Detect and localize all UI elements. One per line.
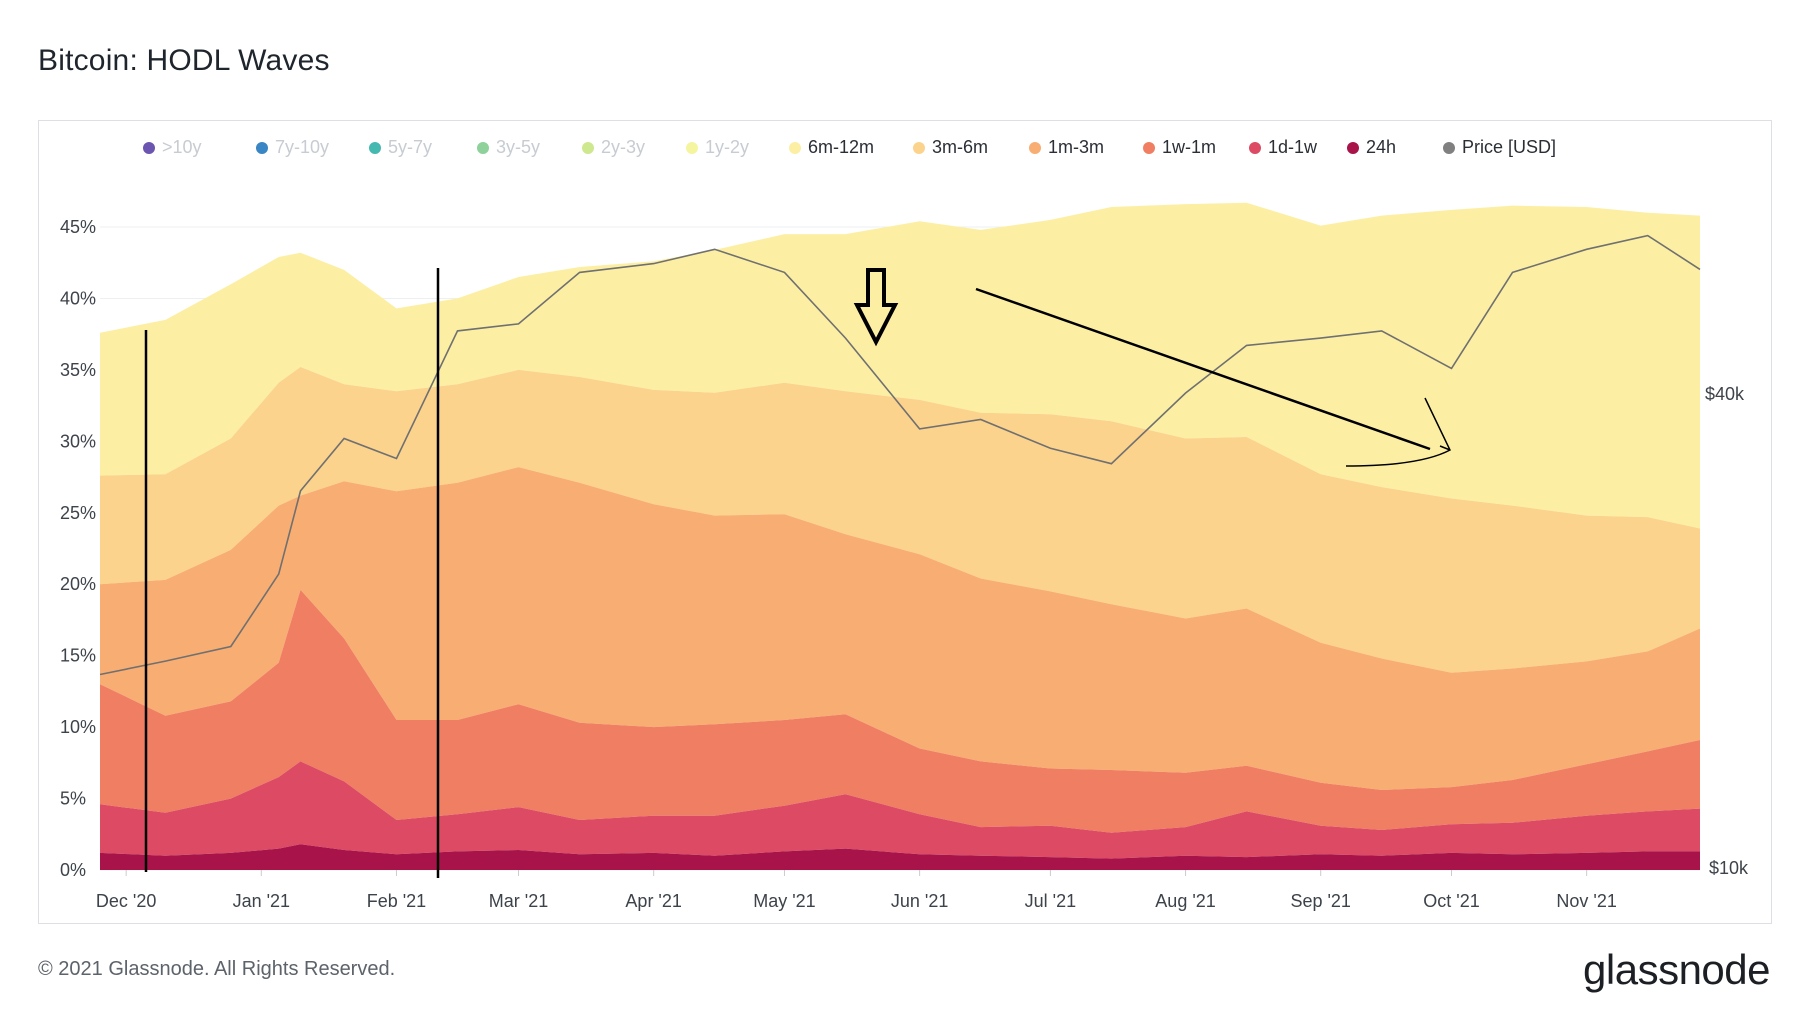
area-band-1d-1w	[100, 761, 1700, 859]
legend-item-5[interactable]: 1y-2y	[686, 137, 749, 158]
legend-item-8[interactable]: 1m-3m	[1029, 137, 1104, 158]
legend-label: 1m-3m	[1048, 137, 1105, 157]
annotation-hand-drawn-mark	[1345, 397, 1451, 467]
x-tick-label: Aug '21	[1155, 891, 1216, 911]
y-tick-label: 10%	[60, 717, 96, 737]
area-band-1m-3m	[100, 467, 1700, 790]
legend-dot-icon	[256, 141, 268, 154]
copyright-footer: © 2021 Glassnode. All Rights Reserved.	[38, 958, 396, 980]
legend-item-10[interactable]: 1d-1w	[1249, 137, 1317, 158]
y-axis-left: 0% 5% 10% 15% 20% 25% 30% 35% 40% 45%	[60, 217, 96, 880]
area-layer	[100, 202, 1700, 870]
legend-dot-icon	[477, 141, 489, 154]
legend-item-6[interactable]: 6m-12m	[789, 137, 874, 158]
legend-dot-icon	[1347, 141, 1359, 154]
legend-dot-icon	[686, 141, 698, 154]
legend-label: 5y-7y	[388, 137, 433, 157]
legend-dot-icon	[143, 141, 155, 154]
annotation-down-arrow	[853, 268, 899, 347]
area-band-1w-1m	[100, 589, 1700, 833]
price-line	[99, 234, 1701, 676]
x-tick-label: Nov '21	[1556, 891, 1616, 911]
legend-dot-icon	[789, 141, 801, 154]
y-tick-label: 30%	[60, 431, 96, 451]
y-tick-label: 40%	[60, 288, 96, 308]
y-tick-label: 45%	[60, 217, 96, 237]
legend-item-1[interactable]: 7y-10y	[256, 137, 329, 158]
legend-label: 3y-5y	[496, 137, 541, 157]
legend-label: Price [USD]	[1462, 137, 1557, 157]
legend: >10y 7y-10y 5y-7y 3y-5y 2y-3y 1y-2y 6m-12m 3m-6…	[39, 137, 1771, 163]
legend-item-9[interactable]: 1w-1m	[1143, 137, 1216, 158]
legend-label: 1y-2y	[705, 137, 750, 157]
chart-frame: >10y 7y-10y 5y-7y 3y-5y 2y-3y 1y-2y 6m-12m 3m-6…	[38, 120, 1772, 924]
legend-dot-icon	[913, 141, 925, 154]
x-tick-label: Apr '21	[625, 891, 681, 911]
y-tick-label: 0%	[60, 860, 86, 880]
y-axis-right: $10k $40k	[1705, 384, 1749, 878]
x-tick-label: Oct '21	[1423, 891, 1479, 911]
x-axis: Dec '20 Jan '21 Feb '21 Mar '21 Apr '21 May '…	[96, 870, 1617, 911]
area-band-3m-6m	[100, 367, 1700, 673]
area-band-6m-12m	[100, 202, 1700, 529]
legend-item-11[interactable]: 24h	[1347, 137, 1396, 158]
y-tick-label: 15%	[60, 646, 96, 666]
legend-dot-icon	[1029, 141, 1041, 154]
y-tick-label: 5%	[60, 789, 86, 809]
legend-item-3[interactable]: 3y-5y	[477, 137, 540, 158]
y-tick-label: 25%	[60, 503, 96, 523]
x-tick-label: Jun '21	[891, 891, 948, 911]
legend-label: 6m-12m	[808, 137, 875, 157]
x-tick-label: Mar '21	[489, 891, 548, 911]
glassnode-logo: glassnode	[1583, 946, 1770, 993]
price-layer	[99, 234, 1701, 676]
y-right-tick-label: $40k	[1705, 384, 1745, 404]
x-tick-label: Feb '21	[367, 891, 426, 911]
legend-item-0[interactable]: >10y	[143, 137, 202, 158]
legend-dot-icon	[1143, 141, 1155, 154]
legend-label: 2y-3y	[601, 137, 646, 157]
y-tick-label: 20%	[60, 574, 96, 594]
x-tick-label: Jul '21	[1025, 891, 1076, 911]
legend-label: 7y-10y	[275, 137, 330, 157]
legend-label: 1w-1m	[1162, 137, 1217, 157]
legend-label: 24h	[1366, 137, 1397, 157]
legend-label: >10y	[162, 137, 202, 157]
x-tick-label: Sep '21	[1290, 891, 1351, 911]
legend-item-7[interactable]: 3m-6m	[913, 137, 988, 158]
annotations	[144, 268, 1451, 878]
x-tick-label: Dec '20	[96, 891, 156, 911]
annotation-trend-line	[975, 287, 1431, 451]
legend-label: 1d-1w	[1268, 137, 1318, 157]
area-band-24h	[100, 844, 1700, 870]
legend-dot-icon	[1443, 141, 1455, 154]
x-tick-label: May '21	[753, 891, 815, 911]
x-tick-label: Jan '21	[233, 891, 290, 911]
legend-item-4[interactable]: 2y-3y	[582, 137, 645, 158]
y-tick-label: 35%	[60, 360, 96, 380]
legend-item-12[interactable]: Price [USD]	[1443, 137, 1556, 158]
legend-dot-icon	[1249, 141, 1261, 154]
legend-label: 3m-6m	[932, 137, 989, 157]
chart-title: Bitcoin: HODL Waves	[38, 44, 330, 77]
y-right-tick-label: $10k	[1709, 858, 1749, 878]
legend-item-2[interactable]: 5y-7y	[369, 137, 432, 158]
legend-dot-icon	[582, 141, 594, 154]
legend-dot-icon	[369, 141, 381, 154]
